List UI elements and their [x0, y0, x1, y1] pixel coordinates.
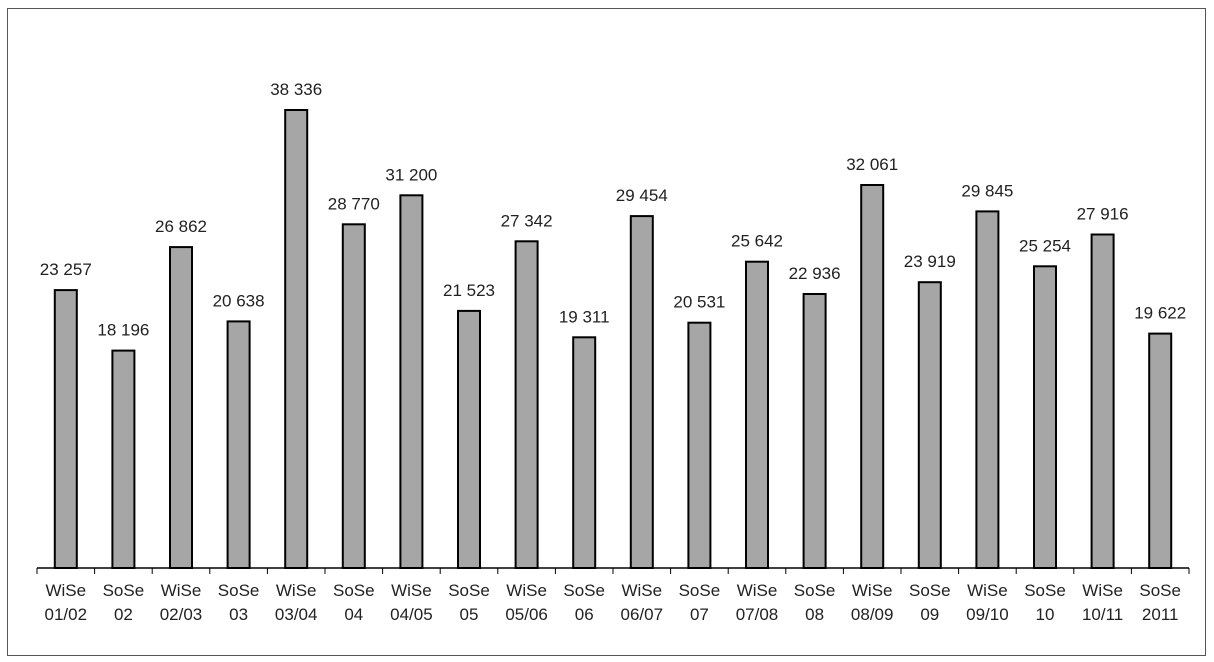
x-tick-labels: WiSe 01/02 SoSe 02 WiSe 02/03 SoSe 03 WiSe 03/04 S…: [45, 581, 1181, 624]
bar: [514, 240, 539, 570]
bar-value-label: 19 311: [559, 307, 610, 326]
bar-value-label: 27 342: [501, 211, 553, 230]
bar-value-label: 27 916: [1077, 205, 1129, 224]
bar: [1148, 332, 1173, 569]
bar-value-label: 29 845: [961, 181, 1013, 200]
x-tick-label: SoSe: [794, 581, 836, 600]
bar: [284, 109, 309, 569]
x-tick-label: WiSe: [1082, 581, 1123, 600]
bar: [975, 210, 1000, 569]
bar: [341, 223, 366, 570]
x-tick-label: 10: [1036, 605, 1055, 624]
x-tick-label: WiSe: [391, 581, 432, 600]
bar: [111, 349, 136, 569]
x-tick-label: SoSe: [448, 581, 490, 600]
value-labels-layer: 23 257 18 196 26 862 20 638 38 336 28 770 31 2…: [40, 80, 1186, 340]
x-tick-label: WiSe: [45, 581, 86, 600]
bar-value-label: 23 257: [40, 260, 92, 279]
bar: [1033, 265, 1057, 569]
x-tick-label: 05: [460, 605, 479, 624]
bar: [226, 320, 251, 569]
x-tick-label: SoSe: [1139, 581, 1181, 600]
x-tick-label: 04: [344, 605, 363, 624]
x-tick-label: WiSe: [506, 581, 547, 600]
x-tick-label: 08: [805, 605, 824, 624]
bar-value-label: 19 622: [1134, 304, 1186, 323]
bar: [687, 321, 712, 570]
bar: [860, 184, 885, 569]
x-tick-label: 03: [229, 605, 248, 624]
x-tick-label: WiSe: [737, 581, 778, 600]
bar: [802, 293, 827, 569]
bar: [399, 194, 424, 570]
bar-value-label: 21 523: [443, 281, 495, 300]
x-axis: [36, 567, 1190, 574]
bar-value-label: 29 454: [616, 186, 668, 205]
bar-value-label: 20 638: [213, 291, 265, 310]
x-tick-label: 08/09: [851, 605, 894, 624]
bar-value-label: 23 919: [904, 252, 956, 271]
bar: [169, 246, 193, 569]
bar: [917, 281, 942, 569]
x-tick-label: SoSe: [103, 581, 145, 600]
bar: [457, 309, 481, 569]
x-tick-label: 10/11: [1082, 605, 1123, 624]
x-tick-label: SoSe: [679, 581, 721, 600]
x-tick-label: 01/02: [45, 605, 88, 624]
bars-layer: [53, 109, 1173, 570]
x-tick-label: WiSe: [621, 581, 662, 600]
chart-frame: [7, 8, 1206, 656]
bar-value-label: 18 196: [97, 321, 149, 340]
bar-value-label: 20 531: [673, 293, 725, 312]
x-tick-label: SoSe: [909, 581, 951, 600]
bar: [1090, 233, 1115, 569]
x-tick-label: 06: [575, 605, 594, 624]
bar-value-label: 22 936: [789, 264, 841, 283]
x-tick-label: WiSe: [852, 581, 893, 600]
bar-value-label: 28 770: [328, 194, 380, 213]
x-tick-label: 05/06: [505, 605, 548, 624]
x-tick-label: SoSe: [563, 581, 605, 600]
bar: [572, 336, 597, 569]
bar-value-label: 25 642: [731, 232, 783, 251]
x-tick-label: 02/03: [160, 605, 203, 624]
x-tick-label: 2011: [1142, 605, 1179, 624]
x-tick-label: 06/07: [621, 605, 664, 624]
bar-value-label: 25 254: [1019, 236, 1071, 255]
bar-value-label: 32 061: [846, 155, 898, 174]
x-tick-label: 09/10: [966, 605, 1009, 624]
x-tick-label: 07/08: [736, 605, 779, 624]
x-tick-label: 07: [690, 605, 709, 624]
x-tick-label: 09: [920, 605, 939, 624]
x-tick-label: 04/05: [390, 605, 433, 624]
bar: [629, 215, 654, 569]
x-tick-label: 03/04: [275, 605, 318, 624]
x-tick-label: WiSe: [276, 581, 317, 600]
x-tick-label: WiSe: [967, 581, 1008, 600]
x-tick-label: 02: [114, 605, 133, 624]
x-tick-label: SoSe: [218, 581, 260, 600]
bar-value-label: 31 200: [385, 165, 437, 184]
x-tick-label: SoSe: [1024, 581, 1066, 600]
bar: [745, 260, 769, 569]
x-tick-label: WiSe: [161, 581, 202, 600]
x-tick-label: SoSe: [333, 581, 375, 600]
bar: [53, 289, 78, 569]
bar-value-label: 26 862: [155, 217, 207, 236]
bar-value-label: 38 336: [270, 80, 322, 99]
